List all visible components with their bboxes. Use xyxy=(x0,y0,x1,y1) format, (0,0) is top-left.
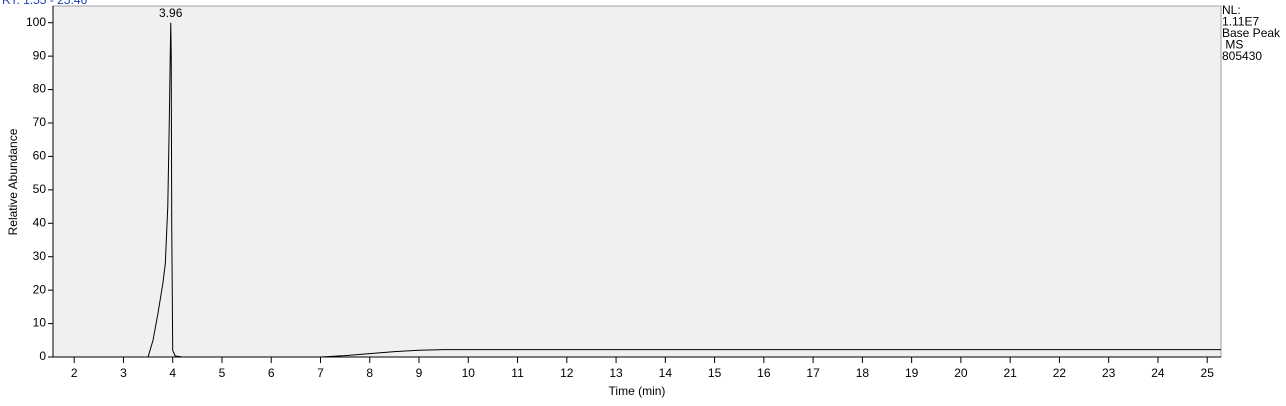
x-tick-label: 22 xyxy=(1053,366,1067,380)
x-tick-label: 20 xyxy=(954,366,968,380)
x-tick-label: 16 xyxy=(757,366,771,380)
y-tick-label: 70 xyxy=(33,115,47,129)
y-tick-label: 50 xyxy=(33,182,47,196)
x-tick-label: 11 xyxy=(511,366,524,380)
x-tick-label: 7 xyxy=(317,366,324,380)
x-tick-label: 14 xyxy=(659,366,673,380)
y-tick-label: 20 xyxy=(33,282,47,296)
y-tick-label: 100 xyxy=(26,15,46,29)
x-tick-label: 19 xyxy=(905,366,919,380)
chart-title: RT: 1.55 - 25.46 xyxy=(2,0,87,7)
y-tick-label: 10 xyxy=(33,316,47,330)
info-text: 805430 xyxy=(1222,49,1262,63)
x-axis-label: Time (min) xyxy=(609,384,666,398)
x-tick-label: 13 xyxy=(609,366,623,380)
info-text: 1.11E7 xyxy=(1222,15,1259,29)
y-axis-label: Relative Abundance xyxy=(6,128,20,235)
y-tick-label: 90 xyxy=(33,48,47,62)
x-tick-label: 15 xyxy=(708,366,722,380)
y-tick-label: 30 xyxy=(33,249,47,263)
x-tick-label: 18 xyxy=(856,366,870,380)
x-tick-label: 10 xyxy=(462,366,476,380)
x-tick-label: 25 xyxy=(1201,366,1215,380)
x-tick-label: 17 xyxy=(806,366,820,380)
x-tick-label: 8 xyxy=(366,366,373,380)
x-tick-label: 21 xyxy=(1003,366,1017,380)
plot-area xyxy=(52,5,1222,358)
x-tick-label: 6 xyxy=(268,366,275,380)
x-tick-label: 2 xyxy=(71,366,78,380)
y-tick-label: 0 xyxy=(39,349,46,363)
info-text: NL: xyxy=(1222,3,1241,17)
y-tick-label: 40 xyxy=(33,215,47,229)
x-tick-label: 23 xyxy=(1102,366,1116,380)
y-tick-label: 80 xyxy=(33,82,47,96)
x-tick-label: 9 xyxy=(416,366,423,380)
x-tick-label: 3 xyxy=(120,366,127,380)
x-tick-label: 4 xyxy=(169,366,176,380)
x-tick-label: 5 xyxy=(219,366,226,380)
peak-label: 3.96 xyxy=(159,6,183,20)
chromatogram-line xyxy=(53,22,1221,358)
x-tick-label: 24 xyxy=(1151,366,1165,380)
y-tick-label: 60 xyxy=(33,149,47,163)
info-text: MS xyxy=(1222,38,1243,52)
info-text: Base Peak xyxy=(1222,26,1281,40)
x-tick-label: 12 xyxy=(560,366,574,380)
